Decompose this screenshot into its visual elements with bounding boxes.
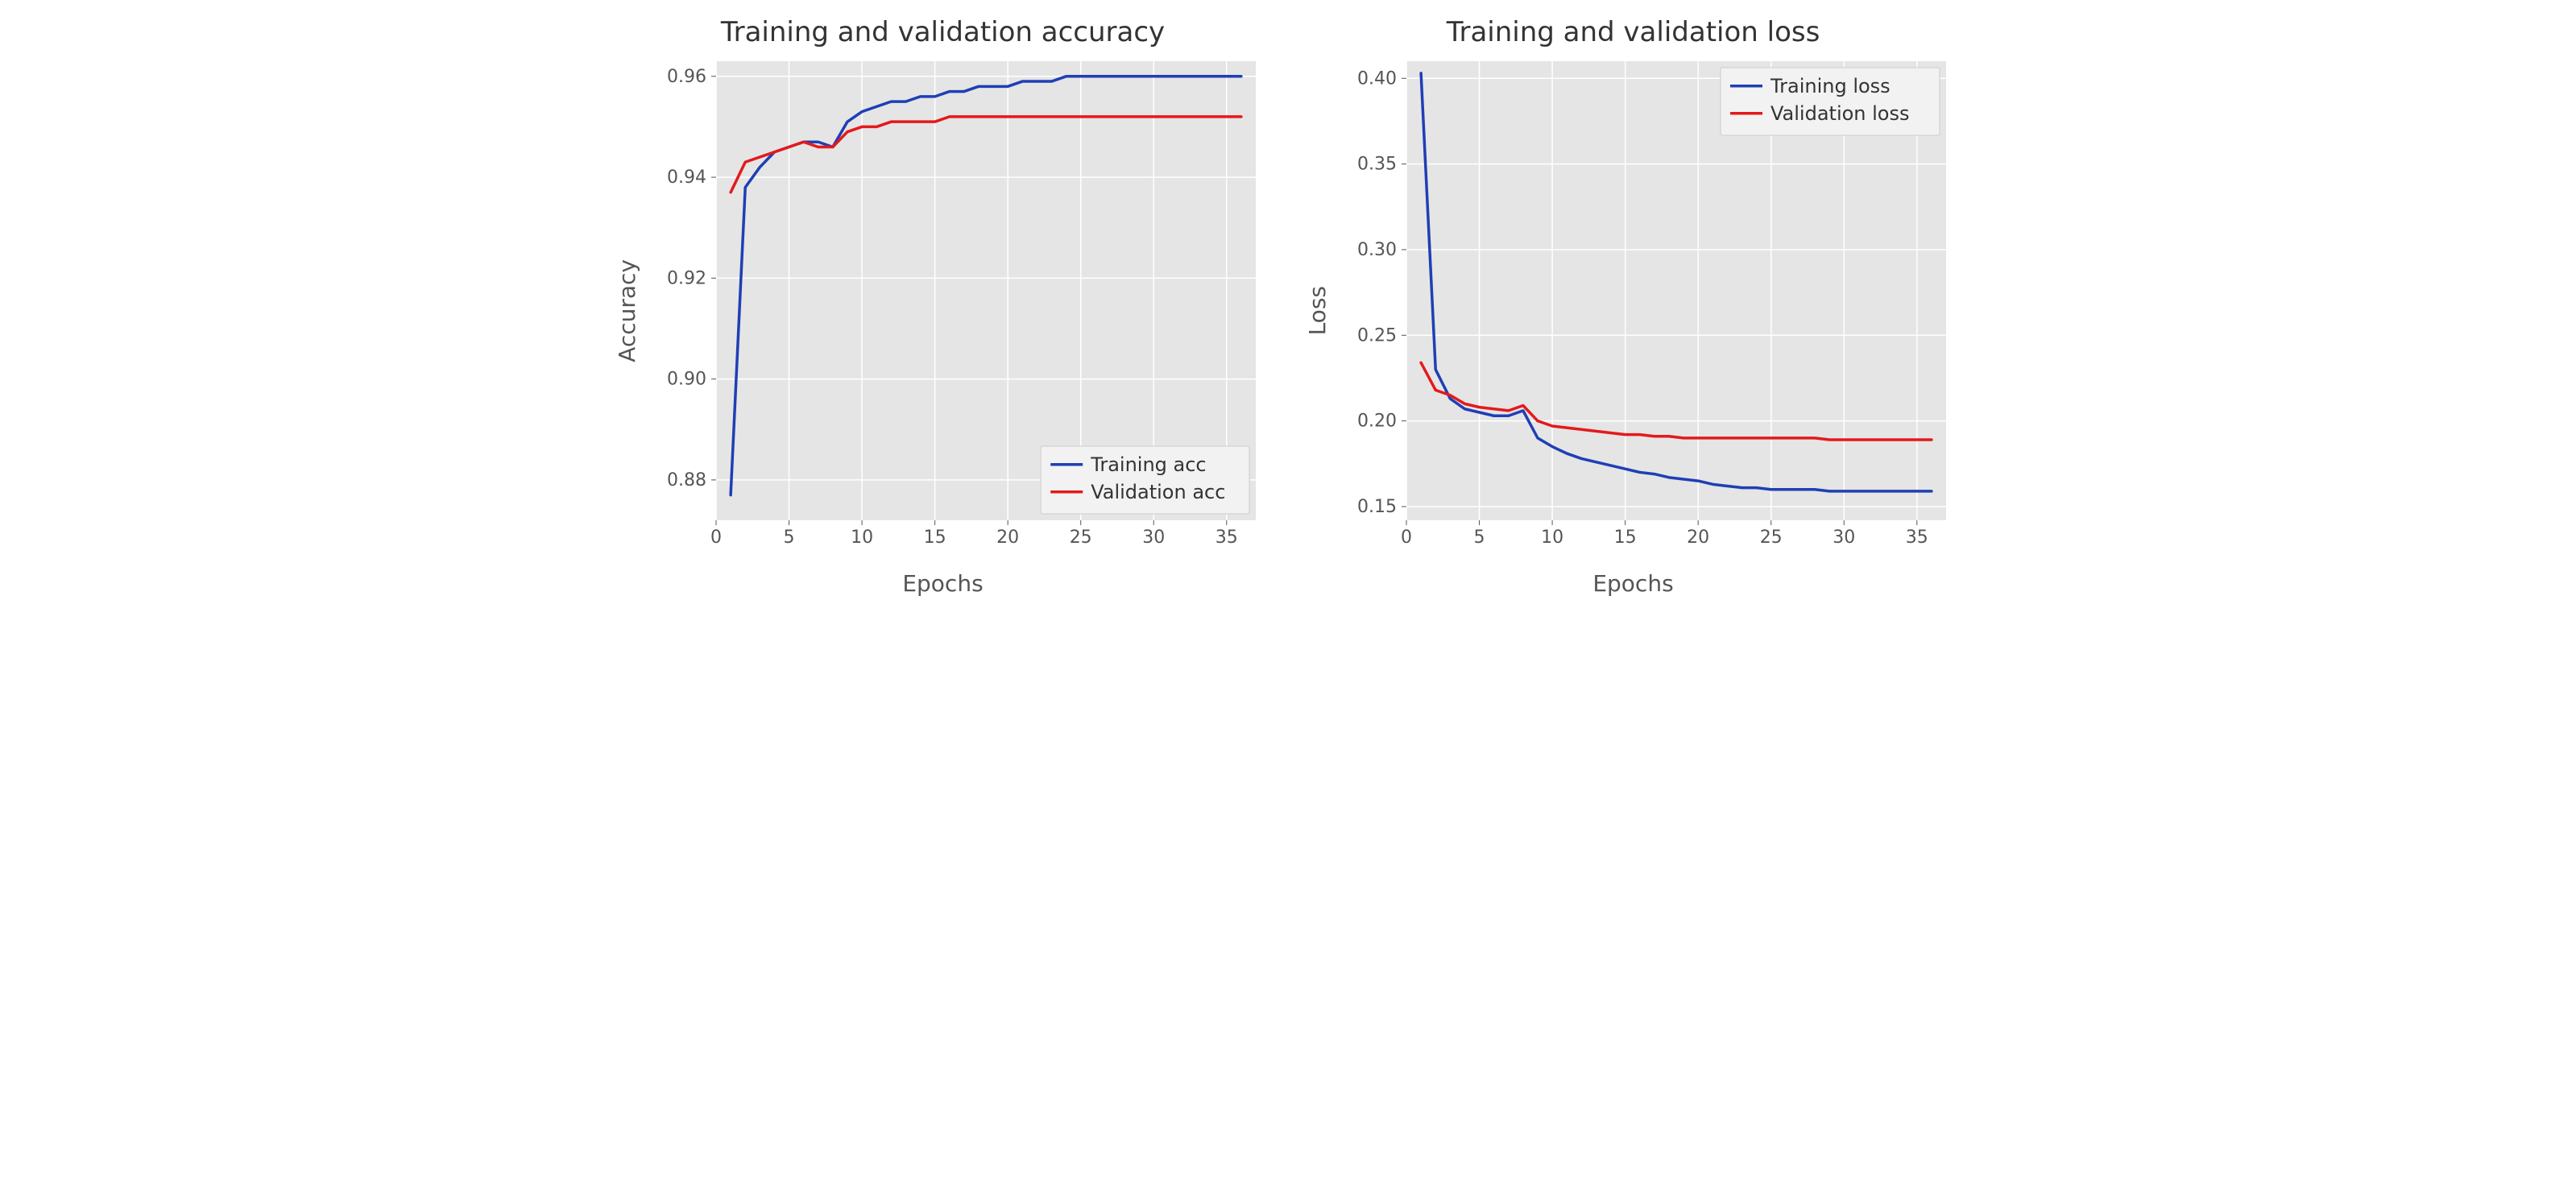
svg-text:5: 5 bbox=[784, 528, 795, 548]
svg-text:0.35: 0.35 bbox=[1357, 155, 1397, 175]
svg-text:0.25: 0.25 bbox=[1357, 325, 1397, 346]
svg-text:0.88: 0.88 bbox=[667, 470, 706, 490]
figure: Training and validation accuracy Accurac… bbox=[0, 0, 2576, 613]
svg-text:15: 15 bbox=[1614, 528, 1637, 548]
loss-panel: Training and validation loss Loss 0 5 10 15… bbox=[1304, 16, 1962, 597]
loss-xlabel: Epochs bbox=[1592, 570, 1673, 597]
svg-text:Training acc: Training acc bbox=[1090, 453, 1206, 476]
svg-text:Validation acc: Validation acc bbox=[1091, 481, 1225, 503]
accuracy-ylabel: Accuracy bbox=[614, 259, 640, 362]
svg-text:35: 35 bbox=[1906, 528, 1928, 548]
svg-text:15: 15 bbox=[924, 528, 946, 548]
svg-text:0: 0 bbox=[1401, 528, 1412, 548]
loss-axis-row: Loss 051015202530350.150.200.250.300.350… bbox=[1304, 53, 1962, 569]
svg-text:35: 35 bbox=[1216, 528, 1238, 548]
svg-text:25: 25 bbox=[1070, 528, 1092, 548]
svg-text:0.20: 0.20 bbox=[1357, 412, 1397, 432]
svg-text:0.40: 0.40 bbox=[1357, 68, 1397, 89]
loss-ylabel: Loss bbox=[1304, 286, 1331, 335]
accuracy-title: Training and validation accuracy bbox=[721, 16, 1165, 48]
svg-text:0.15: 0.15 bbox=[1357, 497, 1397, 517]
svg-text:10: 10 bbox=[1541, 528, 1563, 548]
svg-text:0.96: 0.96 bbox=[667, 67, 706, 87]
svg-text:10: 10 bbox=[851, 528, 873, 548]
svg-text:0.94: 0.94 bbox=[667, 168, 706, 188]
svg-text:0.92: 0.92 bbox=[667, 268, 706, 288]
svg-text:0: 0 bbox=[710, 528, 722, 548]
svg-text:Validation loss: Validation loss bbox=[1770, 102, 1910, 125]
svg-text:20: 20 bbox=[996, 528, 1019, 548]
accuracy-axis-row: Accuracy 051015202530350.880.900.920.940… bbox=[614, 53, 1272, 569]
loss-title: Training and validation loss bbox=[1447, 16, 1820, 48]
svg-text:5: 5 bbox=[1474, 528, 1485, 548]
svg-text:30: 30 bbox=[1142, 528, 1165, 548]
svg-text:0.30: 0.30 bbox=[1357, 240, 1397, 260]
loss-chart: 0 5 10 15 20 25 30 35 0.15 0.20 0.25 0.30 0.35 0.40 Tr… bbox=[1334, 53, 1962, 569]
svg-text:0.90: 0.90 bbox=[667, 370, 706, 390]
accuracy-xlabel: Epochs bbox=[902, 570, 983, 597]
svg-text:Training loss: Training loss bbox=[1770, 75, 1891, 97]
svg-text:20: 20 bbox=[1687, 528, 1709, 548]
svg-text:25: 25 bbox=[1760, 528, 1783, 548]
accuracy-panel: Training and validation accuracy Accurac… bbox=[614, 16, 1272, 597]
accuracy-chart: 0 5 10 15 20 25 30 35 0.88 0.90 0.92 0.94 0.96 Traini… bbox=[644, 53, 1272, 569]
svg-text:30: 30 bbox=[1833, 528, 1855, 548]
